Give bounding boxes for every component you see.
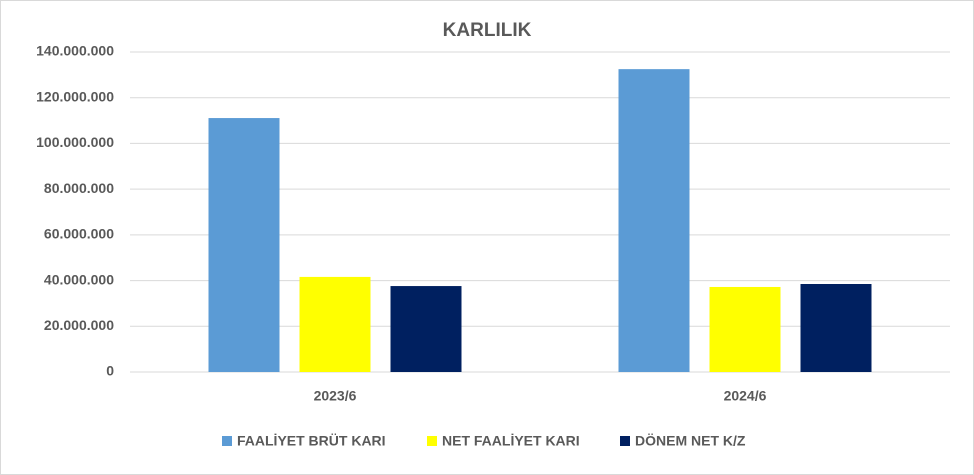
bar [299,276,371,372]
y-tick-label: 80.000.000 [44,180,114,196]
legend-label: DÖNEM NET K/Z [635,433,746,449]
legend-label: NET FAALİYET KARI [442,433,580,449]
bar [709,286,781,372]
y-tick-label: 100.000.000 [36,134,114,150]
y-tick-label: 120.000.000 [36,88,114,104]
y-tick-label: 40.000.000 [44,271,114,287]
legend-swatch [427,436,437,446]
y-tick-label: 60.000.000 [44,226,114,242]
bar [208,118,280,372]
x-tick-label: 2024/6 [724,388,767,404]
y-tick-label: 140.000.000 [36,43,114,59]
bar [390,286,462,372]
y-tick-label: 0 [106,363,114,379]
bar [618,69,690,373]
legend-swatch [222,436,232,446]
x-tick-label: 2023/6 [314,388,357,404]
chart-title: KARLILIK [443,20,532,41]
bar [800,284,872,372]
y-tick-label: 20.000.000 [44,317,114,333]
legend-label: FAALİYET BRÜT KARI [237,433,386,449]
legend-swatch [620,436,630,446]
